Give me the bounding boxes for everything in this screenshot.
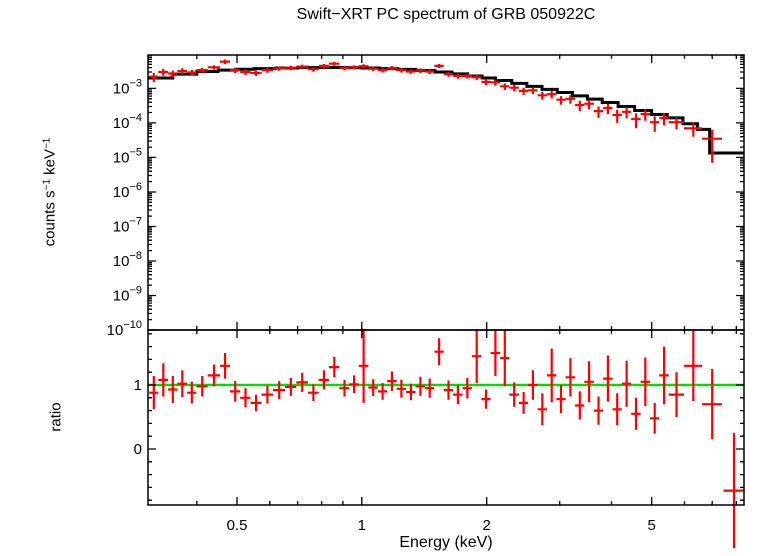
- axis-ticks: [148, 54, 744, 505]
- ylabel-superscript: −1: [41, 137, 53, 150]
- ylabel-text: keV: [41, 149, 59, 180]
- y-tick-label: 10−3: [113, 77, 142, 97]
- y-tick-label: 10−5: [113, 146, 142, 166]
- y-tick-label: 10−9: [113, 285, 142, 305]
- x-tick-label: 0.5: [227, 517, 248, 534]
- y-tick-label: 10−6: [113, 181, 142, 201]
- x-tick-label: 5: [647, 517, 655, 534]
- ratio-tick-label: 1: [134, 377, 142, 394]
- ratio-data-series: [149, 328, 744, 549]
- chart-title: Swift−XRT PC spectrum of GRB 050922C: [296, 6, 596, 23]
- y-tick-label: 10−4: [113, 112, 142, 132]
- y-tick-label: 10−7: [113, 216, 142, 236]
- ratio-tick-label: 0: [134, 441, 142, 458]
- y-tick-label: 10−8: [113, 250, 142, 270]
- x-tick-label: 2: [482, 517, 490, 534]
- x-axis-label: Energy (keV): [399, 534, 493, 551]
- spectrum-panel: [148, 55, 744, 330]
- y-axis-label-counts: counts s−1 keV−1: [42, 138, 59, 247]
- y-tick-label: 10−10: [107, 319, 142, 339]
- y-axis-label-ratio: ratio: [47, 402, 65, 432]
- ratio-frame: [147, 329, 745, 506]
- model-line: [148, 65, 744, 155]
- x-tick-label: 1: [358, 517, 366, 534]
- ylabel-superscript: −1: [41, 179, 53, 191]
- ylabel-text: counts s: [41, 190, 59, 247]
- spectrum-data-series: [149, 59, 722, 163]
